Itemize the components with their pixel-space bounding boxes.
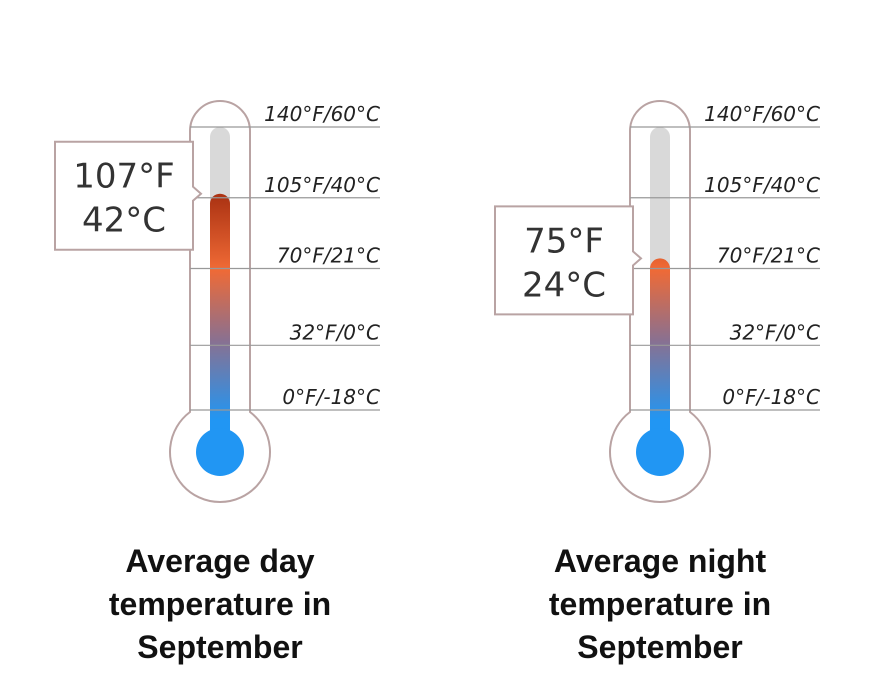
- callout-celsius: 24°C: [522, 265, 606, 305]
- thermometer-caption: Average night temperature in September: [440, 540, 880, 669]
- scale-tick-label: 140°F/60°C: [704, 102, 820, 126]
- caption-line: temperature in: [548, 586, 772, 622]
- mercury-column: [210, 193, 230, 452]
- scale-tick-label: 32°F/0°C: [730, 320, 820, 344]
- thermometer-outline: [609, 100, 711, 503]
- callout-box: [494, 205, 643, 316]
- mercury-bulb: [636, 428, 684, 476]
- night-thermometer: 140°F/60°C 105°F/40°C 70°F/21°C 32°F/0°C 0°F…: [494, 100, 820, 503]
- thermometer-caption: Average day temperature in September: [0, 540, 440, 669]
- reading-callout: 75°F 24°C: [494, 205, 643, 316]
- day-thermometer-panel: 140°F/60°C 105°F/40°C 70°F/21°C 32°F/0°C 0°F…: [0, 100, 440, 669]
- caption-line: September: [577, 629, 743, 665]
- scale-tick-label: 105°F/40°C: [704, 173, 820, 197]
- scale-tick-label: 70°F/21°C: [277, 244, 380, 268]
- callout-fahrenheit: 107°F: [73, 157, 174, 197]
- callout-fahrenheit: 75°F: [524, 221, 604, 261]
- mercury-bulb: [196, 428, 244, 476]
- mercury-column: [650, 258, 670, 452]
- callout-box: [54, 140, 203, 251]
- scale-tick-label: 105°F/40°C: [264, 173, 380, 197]
- caption-line: temperature in: [108, 586, 332, 622]
- callout-celsius: 42°C: [82, 201, 166, 241]
- scale-tick-label: 140°F/60°C: [264, 102, 380, 126]
- caption-line: September: [137, 629, 303, 665]
- night-thermometer-panel: 140°F/60°C 105°F/40°C 70°F/21°C 32°F/0°C 0°F…: [440, 0, 880, 680]
- scale-tick-label: 32°F/0°C: [290, 320, 380, 344]
- caption-line: Average night: [553, 543, 767, 579]
- scale-tick-label: 70°F/21°C: [717, 244, 820, 268]
- scale-tick-label: 0°F/-18°C: [722, 385, 820, 409]
- thermometer-outline: [169, 100, 271, 503]
- scale-tick-label: 0°F/-18°C: [282, 385, 380, 409]
- reading-callout: 107°F 42°C: [54, 140, 203, 251]
- caption-line: Average day: [125, 543, 315, 579]
- day-thermometer: 140°F/60°C 105°F/40°C 70°F/21°C 32°F/0°C 0°F…: [54, 100, 380, 503]
